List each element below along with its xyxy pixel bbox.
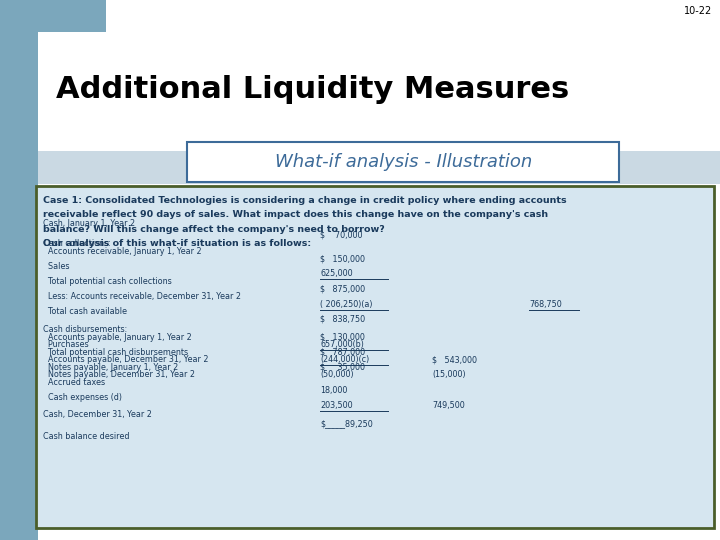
Text: balance? Will this change affect the company's need to borrow?: balance? Will this change affect the com… (43, 225, 384, 234)
Text: Cash, January 1, Year 2: Cash, January 1, Year 2 (43, 219, 135, 228)
Text: 203,500: 203,500 (320, 401, 353, 410)
Text: Sales: Sales (43, 262, 70, 271)
Text: Accounts payable, December 31, Year 2: Accounts payable, December 31, Year 2 (43, 355, 209, 364)
Text: Cash balance desired: Cash balance desired (43, 432, 130, 441)
Text: $     35,000: $ 35,000 (320, 363, 365, 372)
Text: Accrued taxes: Accrued taxes (43, 378, 105, 387)
Text: $   787,000: $ 787,000 (320, 348, 366, 357)
Bar (0, 0, 38, 540)
Text: Case 1: Consolidated Technologies is considering a change in credit policy where: Case 1: Consolidated Technologies is con… (43, 195, 567, 205)
FancyBboxPatch shape (36, 186, 714, 528)
Text: Less: Accounts receivable, December 31, Year 2: Less: Accounts receivable, December 31, … (43, 292, 241, 301)
Text: $    70,000: $ 70,000 (320, 231, 363, 240)
Text: $   150,000: $ 150,000 (320, 254, 365, 264)
Text: Notes payable, December 31, Year 2: Notes payable, December 31, Year 2 (43, 370, 195, 380)
Text: Total cash available: Total cash available (43, 307, 127, 316)
Text: $   875,000: $ 875,000 (320, 285, 366, 294)
Text: $   838,750: $ 838,750 (320, 315, 366, 324)
Text: (15,000): (15,000) (432, 370, 466, 380)
Text: Accounts receivable, January 1, Year 2: Accounts receivable, January 1, Year 2 (43, 247, 202, 256)
Bar (38, 32, 720, 151)
Text: $_____89,250: $_____89,250 (320, 419, 373, 428)
Text: receivable reflect 90 days of sales. What impact does this change have on the co: receivable reflect 90 days of sales. Wha… (43, 210, 548, 219)
Text: Total potential cash collections: Total potential cash collections (43, 277, 172, 286)
Text: Cash disbursements:: Cash disbursements: (43, 325, 127, 334)
Text: ( 206,250)(a): ( 206,250)(a) (320, 300, 373, 309)
Text: 749,500: 749,500 (432, 401, 464, 410)
Text: Total potential cash disbursements: Total potential cash disbursements (43, 348, 188, 357)
Text: 10-22: 10-22 (684, 6, 712, 16)
Text: Additional Liquidity Measures: Additional Liquidity Measures (56, 75, 570, 104)
Text: Cash collections:: Cash collections: (43, 239, 111, 248)
Text: (244,000)(c): (244,000)(c) (320, 355, 369, 364)
Text: What-if analysis - Illustration: What-if analysis - Illustration (274, 153, 532, 171)
Text: 657,000(b): 657,000(b) (320, 340, 364, 349)
Text: $   130,000: $ 130,000 (320, 333, 365, 342)
Text: Notes payable, January 1, Year 2: Notes payable, January 1, Year 2 (43, 363, 179, 372)
FancyBboxPatch shape (187, 143, 619, 181)
Bar (38, 140, 720, 184)
Text: 18,000: 18,000 (320, 386, 348, 395)
Text: Our analysis of this what-if situation is as follows:: Our analysis of this what-if situation i… (43, 239, 311, 248)
Text: Cash expenses (d): Cash expenses (d) (43, 393, 122, 402)
Text: Purchases: Purchases (43, 340, 89, 349)
Text: $   543,000: $ 543,000 (432, 355, 477, 364)
Text: 768,750: 768,750 (529, 300, 562, 309)
Text: (50,000): (50,000) (320, 370, 354, 380)
Text: 625,000: 625,000 (320, 269, 353, 279)
Text: Accounts payable, January 1, Year 2: Accounts payable, January 1, Year 2 (43, 333, 192, 342)
Bar (0, 0, 107, 151)
Text: Cash, December 31, Year 2: Cash, December 31, Year 2 (43, 410, 152, 420)
